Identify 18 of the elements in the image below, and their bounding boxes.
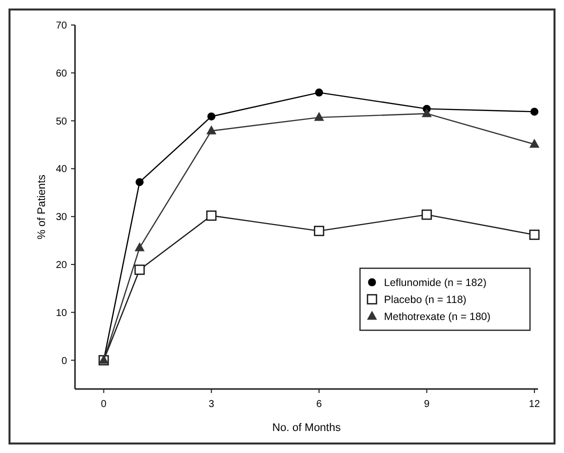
y-tick-label: 60: [56, 68, 68, 80]
x-axis-title: No. of Months: [272, 422, 342, 434]
x-tick-label: 3: [208, 399, 215, 410]
x-tick-label: 12: [528, 399, 540, 410]
x-tick-label: 9: [424, 399, 430, 410]
legend-label: Methotrexate (n = 180): [384, 310, 491, 323]
x-tick-label: 6: [316, 399, 322, 410]
legend-label: Leflunomide (n = 182): [384, 276, 486, 289]
y-tick-label: 40: [56, 164, 68, 176]
legend-label: Placebo (n = 118): [384, 294, 466, 306]
y-tick-label: 10: [56, 308, 68, 319]
x-tick-label: 0: [100, 399, 107, 410]
y-tick-label: 30: [56, 212, 68, 224]
y-tick-label: 50: [56, 116, 68, 128]
y-tick-label: 70: [56, 20, 68, 32]
y-tick-label: 0: [61, 356, 68, 367]
y-tick-label: 20: [56, 260, 68, 271]
y-axis-title: % of Patients: [36, 174, 48, 240]
